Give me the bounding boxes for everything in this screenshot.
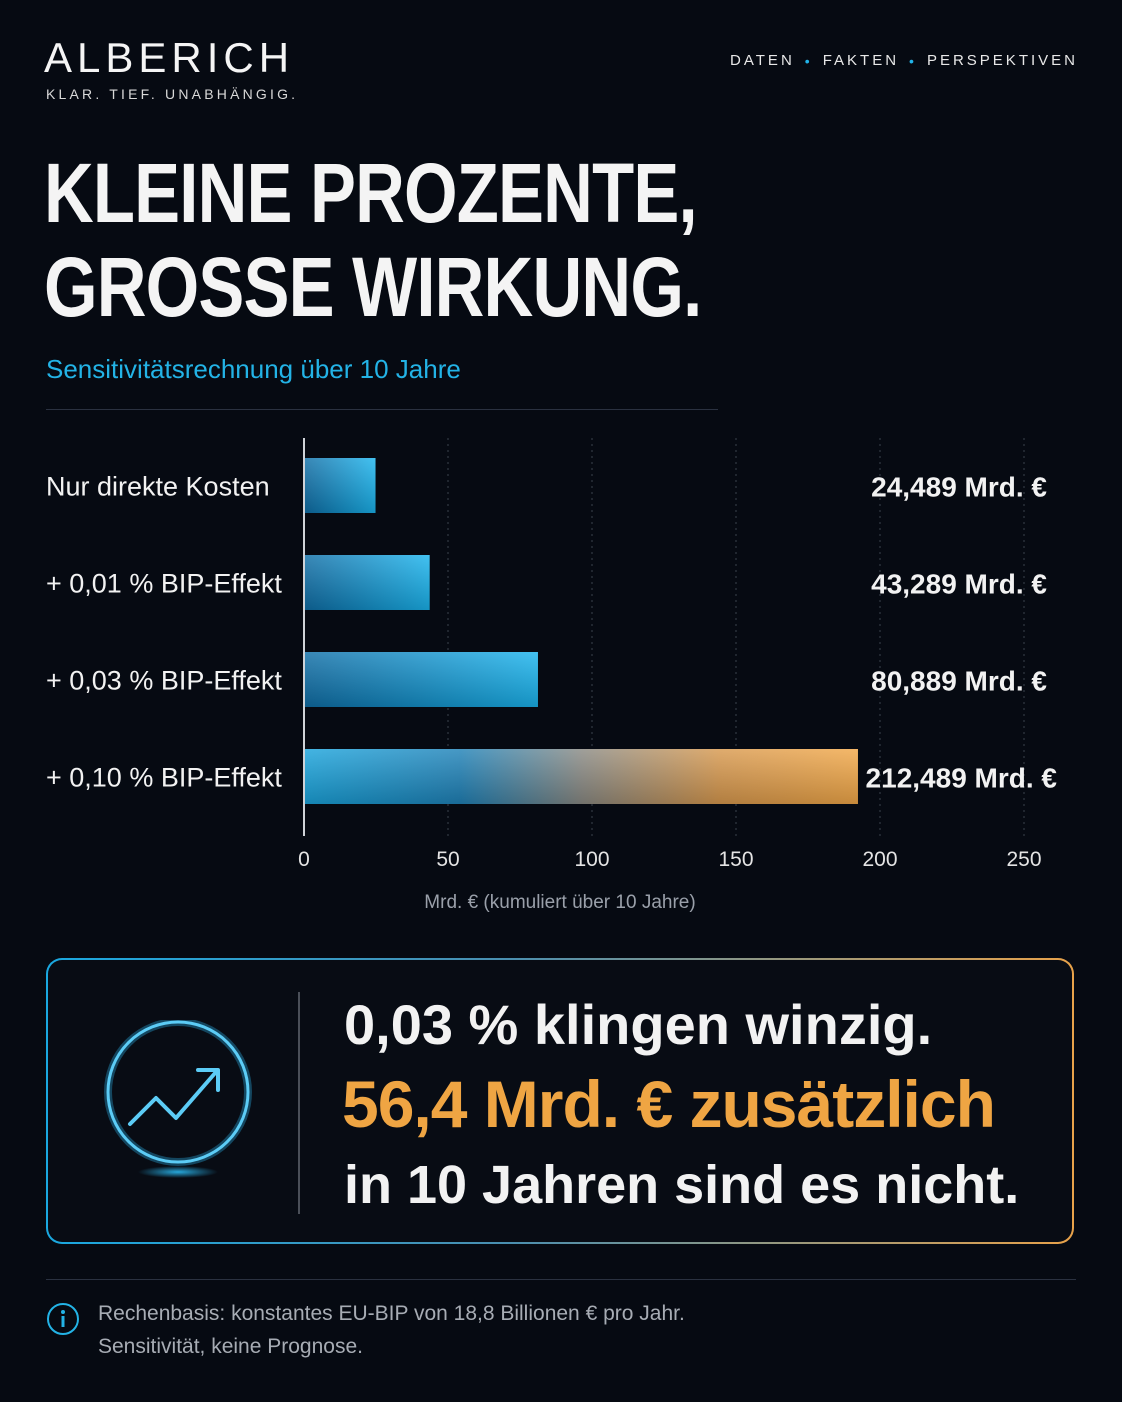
brand-logo: ALBERICH <box>44 34 295 81</box>
chart-x-ticks: 0 50 100 150 200 250 <box>298 848 1041 871</box>
chart-value-label: 80,889 Mrd. € <box>871 666 1047 697</box>
chart-bar-shade <box>305 555 430 610</box>
brand-tagline: KLAR. TIEF. UNABHÄNGIG. <box>46 86 299 102</box>
callout-divider <box>298 992 300 1214</box>
bar-chart: Nur direkte Kosten + 0,01 % BIP-Effekt + 0… <box>46 438 1058 913</box>
chart-value-label: 212,489 Mrd. € <box>866 763 1058 794</box>
footer-divider <box>46 1279 1076 1280</box>
nav-item-daten: DATEN <box>730 52 795 69</box>
page-title-line-1: KLEINE PROZENTE, <box>44 146 698 240</box>
nav-item-fakten: FAKTEN <box>822 52 900 69</box>
callout-line-2: 56,4 Mrd. € zusätzlich <box>342 1067 996 1141</box>
chart-category-label: + 0,10 % BIP-Effekt <box>46 763 282 793</box>
page-title: KLEINE PROZENTE, GROSSE WIRKUNG. <box>44 146 702 334</box>
chart-x-tick-label: 0 <box>298 848 310 871</box>
separator-dot-icon: • <box>804 52 813 69</box>
chart-bars <box>305 458 858 804</box>
nav-item-perspektiven: PERSPEKTIVEN <box>926 52 1078 69</box>
separator-dot-icon: • <box>909 52 917 69</box>
chart-x-tick-label: 50 <box>436 848 459 871</box>
callout-box <box>46 958 1074 1244</box>
callout-line-1: 0,03 % klingen winzig. <box>344 993 933 1056</box>
chart-x-tick-label: 250 <box>1006 848 1041 871</box>
page-title-line-2: GROSSE WIRKUNG. <box>44 240 702 334</box>
divider <box>46 409 718 410</box>
callout-line-3: in 10 Jahren sind es nicht. <box>344 1155 1020 1215</box>
chart-x-tick-label: 100 <box>574 848 609 871</box>
chart-value-label: 43,289 Mrd. € <box>871 569 1047 600</box>
footer-note-line-1: Rechenbasis: konstantes EU-BIP von 18,8 … <box>98 1302 685 1325</box>
chart-x-tick-label: 150 <box>718 848 753 871</box>
chart-x-axis-title: Mrd. € (kumuliert über 10 Jahre) <box>424 892 695 913</box>
chart-value-label: 24,489 Mrd. € <box>871 472 1047 503</box>
chart-bar-shade <box>305 652 538 707</box>
page-subtitle: Sensitivitätsrechnung über 10 Jahre <box>46 354 461 384</box>
chart-bar-shade <box>305 749 858 804</box>
chart-category-label: + 0,01 % BIP-Effekt <box>46 569 282 599</box>
top-nav: DATEN • FAKTEN • PERSPEKTIVEN <box>730 52 1078 69</box>
info-icon <box>46 1302 80 1336</box>
footer-note-line-2: Sensitivität, keine Prognose. <box>98 1335 363 1358</box>
chart-x-tick-label: 200 <box>862 848 897 871</box>
chart-category-labels: Nur direkte Kosten + 0,01 % BIP-Effekt + 0… <box>46 472 282 793</box>
trend-up-icon <box>104 1018 252 1180</box>
chart-value-labels: 24,489 Mrd. € 43,289 Mrd. € 80,889 Mrd. € 2… <box>866 472 1058 794</box>
chart-category-label: + 0,03 % BIP-Effekt <box>46 666 282 696</box>
chart-bar-shade <box>305 458 376 513</box>
chart-category-label: Nur direkte Kosten <box>46 472 270 502</box>
